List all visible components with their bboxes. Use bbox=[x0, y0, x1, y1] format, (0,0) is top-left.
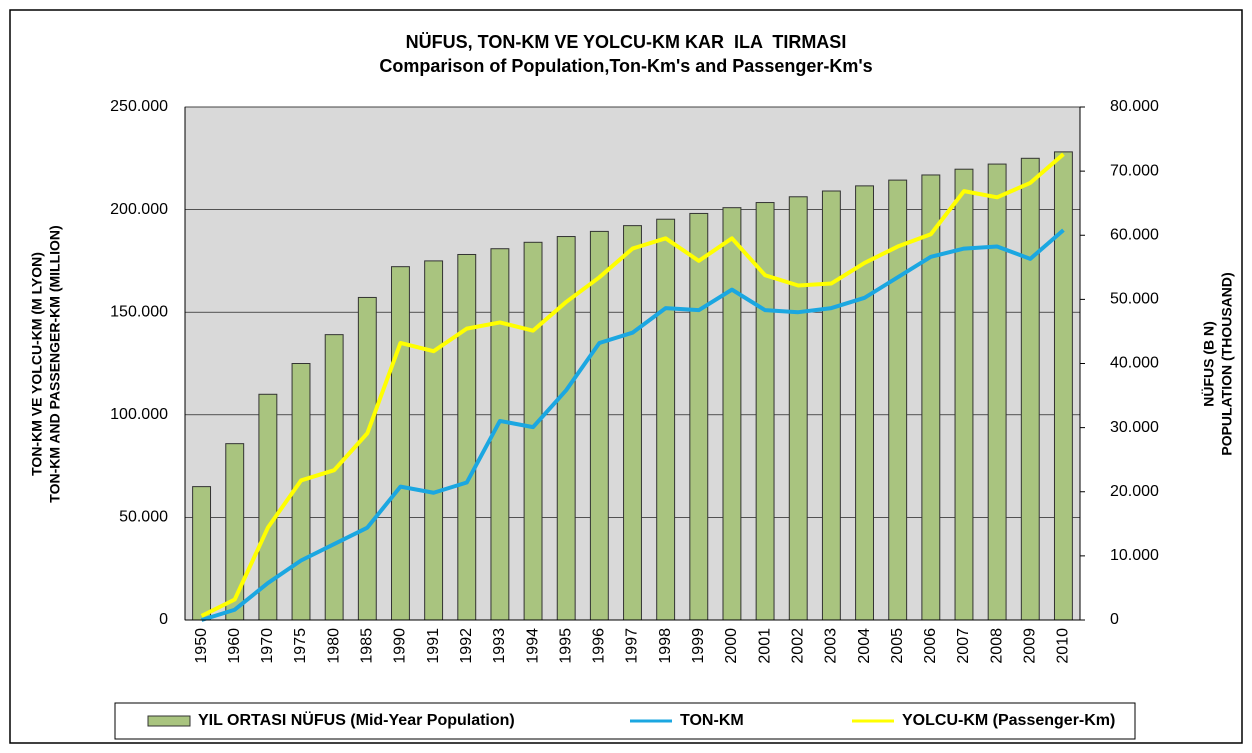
legend bbox=[114, 702, 1136, 740]
x-tick-label: 1997 bbox=[624, 628, 641, 664]
bar bbox=[689, 212, 709, 621]
bar bbox=[324, 334, 344, 621]
y2-tick-label: 0 bbox=[1110, 611, 1119, 628]
x-tick-label: 2003 bbox=[823, 628, 840, 664]
x-tick-label: 1998 bbox=[657, 628, 674, 664]
x-tick-label: 1970 bbox=[259, 628, 276, 664]
x-tick-label: 1950 bbox=[193, 628, 210, 664]
x-tick-label: 1980 bbox=[325, 628, 342, 664]
bar bbox=[192, 486, 212, 621]
y2-tick-label: 20.000 bbox=[1110, 483, 1159, 500]
y-tick-label: 100.000 bbox=[110, 406, 168, 423]
x-tick-label: 2000 bbox=[723, 628, 740, 664]
x-tick-label: 2002 bbox=[789, 628, 806, 664]
y2-tick-label: 40.000 bbox=[1110, 355, 1159, 372]
x-tick-label: 1985 bbox=[359, 628, 376, 664]
line bbox=[200, 228, 1065, 622]
y2-tick-label: 70.000 bbox=[1110, 162, 1159, 179]
x-tick-label: 1995 bbox=[557, 628, 574, 664]
bar bbox=[523, 241, 543, 621]
bar bbox=[855, 185, 874, 621]
y2-axis-title: POPULATION (THOUSAND) bbox=[1219, 272, 1235, 455]
bar bbox=[987, 163, 1007, 621]
bar bbox=[589, 230, 609, 621]
x-tick-label: 2008 bbox=[988, 628, 1005, 664]
bar bbox=[1053, 151, 1073, 621]
bar bbox=[755, 202, 775, 621]
x-tick-label: 2005 bbox=[889, 628, 906, 664]
legend-swatch bbox=[147, 715, 191, 727]
chart-subtitle: Comparison of Population,Ton-Km's and Pa… bbox=[379, 56, 872, 76]
x-tick-label: 2004 bbox=[856, 628, 873, 664]
x-tick-label: 1994 bbox=[524, 628, 541, 664]
y2-tick-label: 60.000 bbox=[1110, 226, 1159, 243]
y2-tick-label: 50.000 bbox=[1110, 291, 1159, 308]
x-tick-label: 1999 bbox=[690, 628, 707, 664]
bar bbox=[821, 190, 841, 621]
x-tick-label: 1975 bbox=[292, 628, 309, 664]
bar bbox=[623, 225, 642, 621]
bar bbox=[225, 443, 245, 621]
x-tick-label: 2010 bbox=[1055, 628, 1072, 664]
bar bbox=[1020, 157, 1040, 621]
bar bbox=[722, 207, 742, 621]
x-tick-label: 1993 bbox=[491, 628, 508, 664]
y-tick-label: 250.000 bbox=[110, 98, 168, 115]
bar bbox=[424, 260, 444, 621]
bar bbox=[656, 218, 676, 621]
x-tick-label: 2007 bbox=[955, 628, 972, 664]
legend-label: YIL ORTASI NÜFUS (Mid-Year Population) bbox=[198, 710, 515, 729]
y-axis-title: TON-KM AND PASSENGER-KM (MILLION) bbox=[47, 225, 63, 502]
x-tick-label: 1990 bbox=[392, 628, 409, 664]
x-tick-label: 1996 bbox=[591, 628, 608, 664]
y2-tick-label: 30.000 bbox=[1110, 419, 1159, 436]
bar bbox=[556, 236, 576, 621]
y2-axis-title: NÜFUS (B N) bbox=[1201, 321, 1217, 407]
bar bbox=[921, 174, 941, 621]
y2-tick-label: 80.000 bbox=[1110, 98, 1159, 115]
y-tick-label: 150.000 bbox=[110, 303, 168, 320]
x-tick-label: 2006 bbox=[922, 628, 939, 664]
bar bbox=[391, 266, 410, 621]
y-axis-title: TON-KM VE YOLCU-KM (M LYON) bbox=[29, 252, 45, 476]
x-tick-label: 1991 bbox=[425, 628, 442, 664]
x-tick-label: 2009 bbox=[1021, 628, 1038, 664]
x-tick-label: 1992 bbox=[458, 628, 475, 664]
bar bbox=[954, 168, 974, 621]
line bbox=[200, 152, 1065, 618]
bar bbox=[357, 296, 377, 621]
bar bbox=[788, 196, 808, 621]
x-tick-label: 2001 bbox=[756, 628, 773, 664]
legend-label: YOLCU-KM (Passenger-Km) bbox=[902, 712, 1115, 729]
bar bbox=[457, 253, 477, 621]
y-tick-label: 0 bbox=[159, 611, 168, 628]
legend-label: TON-KM bbox=[680, 712, 744, 729]
chart-title: NÜFUS, TON-KM VE YOLCU-KM KAR ILA TIRMAS… bbox=[406, 32, 847, 52]
y2-tick-label: 10.000 bbox=[1110, 547, 1159, 564]
y-tick-label: 50.000 bbox=[119, 509, 168, 526]
y-tick-label: 200.000 bbox=[110, 201, 168, 218]
x-tick-label: 1960 bbox=[226, 628, 243, 664]
